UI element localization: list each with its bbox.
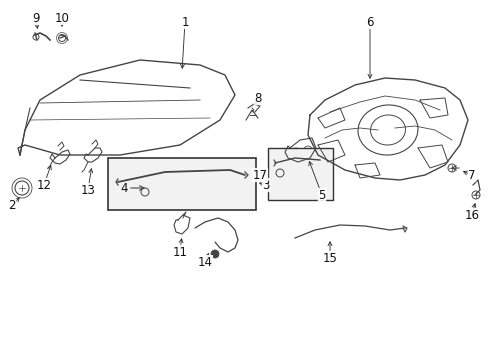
Text: 6: 6 (366, 15, 374, 28)
Text: 15: 15 (322, 252, 338, 265)
Text: 3: 3 (262, 179, 270, 192)
Text: 11: 11 (172, 246, 188, 258)
Text: 12: 12 (36, 179, 51, 192)
Text: 5: 5 (318, 189, 326, 202)
Text: 1: 1 (181, 15, 189, 28)
Text: 17: 17 (252, 168, 268, 181)
Text: 9: 9 (32, 12, 40, 24)
Text: 4: 4 (120, 181, 128, 194)
Text: 10: 10 (54, 12, 70, 24)
Bar (108, 158, 256, 210)
Text: 8: 8 (254, 91, 262, 104)
Text: 7: 7 (468, 168, 476, 181)
Bar (268, 148, 333, 200)
Text: 2: 2 (8, 198, 16, 212)
Text: 14: 14 (197, 256, 213, 269)
Text: 13: 13 (80, 184, 96, 197)
Circle shape (211, 250, 219, 258)
Text: 16: 16 (465, 208, 480, 221)
